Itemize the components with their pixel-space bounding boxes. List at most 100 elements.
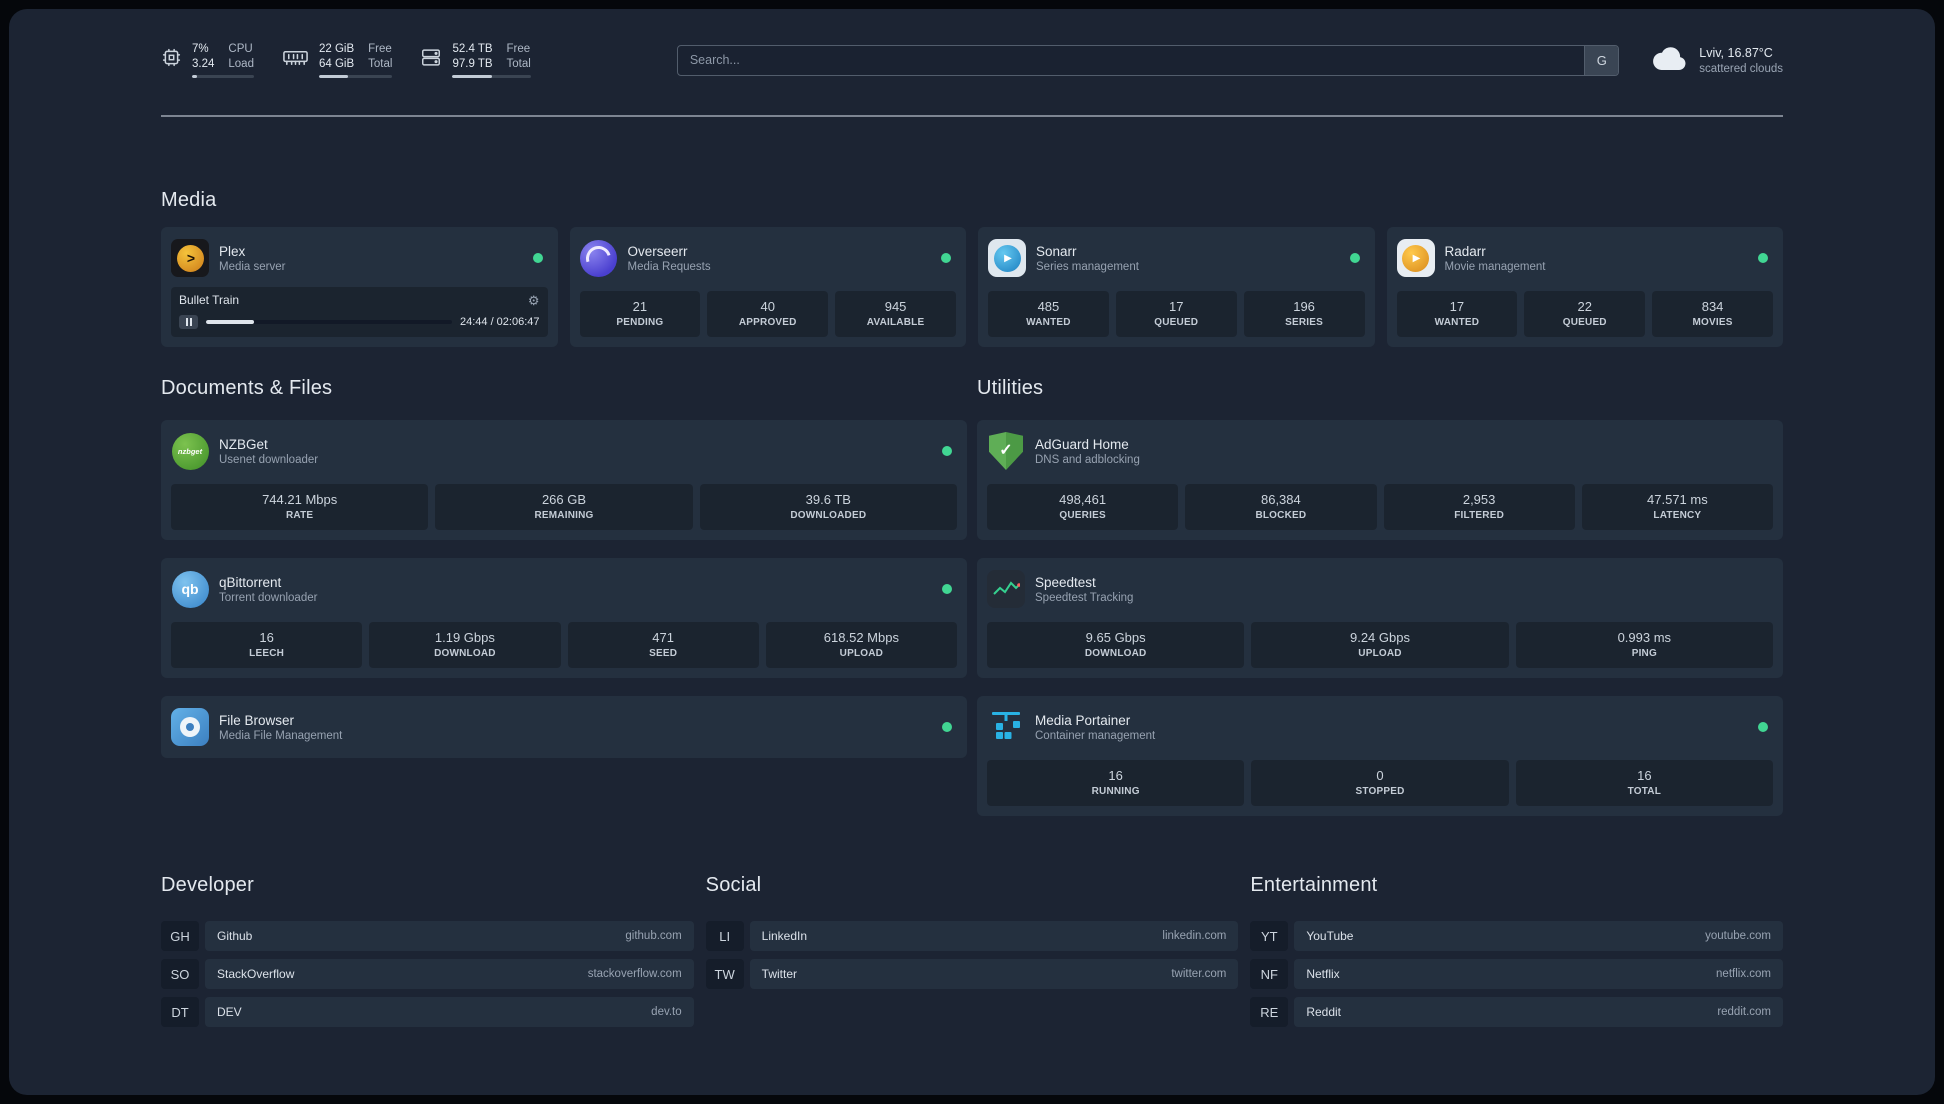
service-card-qbittorrent[interactable]: qb qBittorrent Torrent downloader 16 LEE… [161,558,967,678]
pause-button[interactable] [179,315,198,329]
stat-tile: 485 WANTED [988,291,1109,337]
service-card-speedtest[interactable]: Speedtest Speedtest Tracking 9.65 Gbps D… [977,558,1783,678]
service-name: Sonarr [1036,243,1077,259]
disk-icon [420,47,442,73]
bookmark-youtube[interactable]: YT YouTube youtube.com [1250,921,1783,951]
bookmark-name: YouTube [1306,929,1354,943]
resource-widget-memory: 22 GiB 64 GiB Free Total [282,42,393,78]
cpu-icon [161,47,182,73]
service-name: Overseerr [627,243,688,259]
stat-tile: 22 QUEUED [1524,291,1646,337]
stat-tile: 16 TOTAL [1515,760,1773,806]
service-card-sonarr[interactable]: ▶ Sonarr Series management 485 WANTED [978,227,1375,347]
cpu-load-label: Load [228,58,254,70]
playback-time: 24:44 / 02:06:47 [459,316,540,328]
stat-tile: 16 LEECH [171,622,363,668]
service-name: NZBGet [219,436,268,452]
service-name: Plex [219,243,246,259]
section-utilities: Utilities ✓ AdGuard Home DNS and adblock… [977,377,1783,816]
plex-now-playing-widget: Bullet Train ⚙ 24:44 / 02:06:47 [171,287,548,337]
portainer-icon [987,708,1025,746]
stat-tile: 2,953 FILTERED [1383,484,1575,530]
service-subtitle: Speedtest Tracking [1035,591,1134,604]
section-media: Media > Plex Media server [161,189,1783,347]
status-dot [942,446,952,456]
bookmark-reddit[interactable]: RE Reddit reddit.com [1250,997,1783,1027]
cpu-usage-bar [192,75,254,78]
stat-tile: 9.65 Gbps DOWNLOAD [987,622,1245,668]
bookmark-group-title: Entertainment [1250,874,1378,896]
status-dot [942,722,952,732]
bookmark-stackoverflow[interactable]: SO StackOverflow stackoverflow.com [161,959,694,989]
bookmark-group-developer: Developer GH Github github.com SO StackO… [161,874,694,1035]
sonarr-icon: ▶ [988,239,1026,277]
service-card-plex[interactable]: > Plex Media server Bullet Train ⚙ [161,227,558,347]
status-dot [1758,722,1768,732]
top-bar: 7% 3.24 CPU Load [161,39,1783,81]
radarr-icon: ▶ [1396,239,1435,277]
overseerr-icon [580,239,618,277]
bookmark-dev[interactable]: DT DEV dev.to [161,997,694,1027]
bookmark-group-title: Social [705,874,762,896]
resource-widgets: 7% 3.24 CPU Load [161,42,531,78]
bookmark-abbr: RE [1250,997,1289,1027]
bookmark-abbr: NF [1250,959,1289,989]
plex-icon: > [171,239,209,277]
service-subtitle: Series management [1036,260,1139,273]
topbar-divider [161,115,1783,117]
bookmark-github[interactable]: GH Github github.com [161,921,694,951]
service-card-adguard[interactable]: ✓ AdGuard Home DNS and adblocking 498,46… [977,420,1783,540]
section-title-utilities: Utilities [977,377,1044,399]
cpu-usage-value: 7% [192,43,209,55]
dashboard-page: 7% 3.24 CPU Load [9,9,1935,1095]
disk-free-value: 52.4 TB [452,43,493,55]
bookmark-netflix[interactable]: NF Netflix netflix.com [1250,959,1783,989]
nzbget-icon: nzbget [171,432,209,470]
gear-icon[interactable]: ⚙ [527,292,540,308]
section-documents: Documents & Files nzbget NZBGet Usenet d… [161,377,967,758]
bookmark-name: Netflix [1306,967,1340,981]
bookmark-twitter[interactable]: TW Twitter twitter.com [705,959,1239,989]
service-card-radarr[interactable]: ▶ Radarr Movie management 17 WANTED [1386,227,1783,347]
bookmark-group-entertainment: Entertainment YT YouTube youtube.com NF … [1250,874,1783,1035]
bookmark-abbr: LI [705,921,744,951]
bookmark-abbr: DT [161,997,199,1027]
service-subtitle: Torrent downloader [219,591,318,604]
memory-total-value: 64 GiB [318,58,355,70]
service-subtitle: Movie management [1444,260,1546,273]
cpu-load-value: 3.24 [192,58,215,70]
cpu-usage-label: CPU [228,43,253,55]
resource-widget-disk: 52.4 TB 97.9 TB Free Total [420,42,531,78]
speedtest-icon [987,570,1025,608]
bookmark-url: youtube.com [1705,930,1771,942]
cloud-icon [1651,45,1689,76]
service-name: Media Portainer [1035,712,1131,728]
bookmark-abbr: YT [1250,921,1289,951]
memory-free-value: 22 GiB [318,43,355,55]
playback-progress-bar[interactable] [206,320,452,324]
disk-total-value: 97.9 TB [452,58,493,70]
service-card-overseerr[interactable]: Overseerr Media Requests 21 PENDING 40 A… [569,227,966,347]
stat-tile: 266 GB REMAINING [435,484,693,530]
stat-tile: 744.21 Mbps RATE [171,484,429,530]
stat-tile: 9.24 Gbps UPLOAD [1251,622,1509,668]
bookmark-name: DEV [217,1005,242,1019]
disk-free-label: Free [506,43,531,55]
memory-usage-bar [318,75,393,78]
service-name: AdGuard Home [1035,436,1129,452]
service-card-filebrowser[interactable]: File Browser Media File Management [161,696,967,758]
bookmark-url: netflix.com [1716,968,1771,980]
stat-tile: 834 MOVIES [1652,291,1773,337]
service-card-nzbget[interactable]: nzbget NZBGet Usenet downloader 744.21 M… [161,420,967,540]
bookmark-linkedin[interactable]: LI LinkedIn linkedin.com [705,921,1239,951]
service-name: qBittorrent [219,574,282,590]
bookmark-name: LinkedIn [761,929,808,943]
service-card-portainer[interactable]: Media Portainer Container management 16 … [977,696,1783,816]
search-provider-button[interactable]: G [1584,45,1619,75]
stat-tile: 196 SERIES [1243,291,1365,337]
stat-tile: 17 WANTED [1396,291,1518,337]
now-playing-title: Bullet Train [179,293,240,307]
bookmark-abbr: SO [161,959,199,989]
stat-tile: 40 APPROVED [707,291,829,337]
search-input[interactable] [676,44,1620,76]
